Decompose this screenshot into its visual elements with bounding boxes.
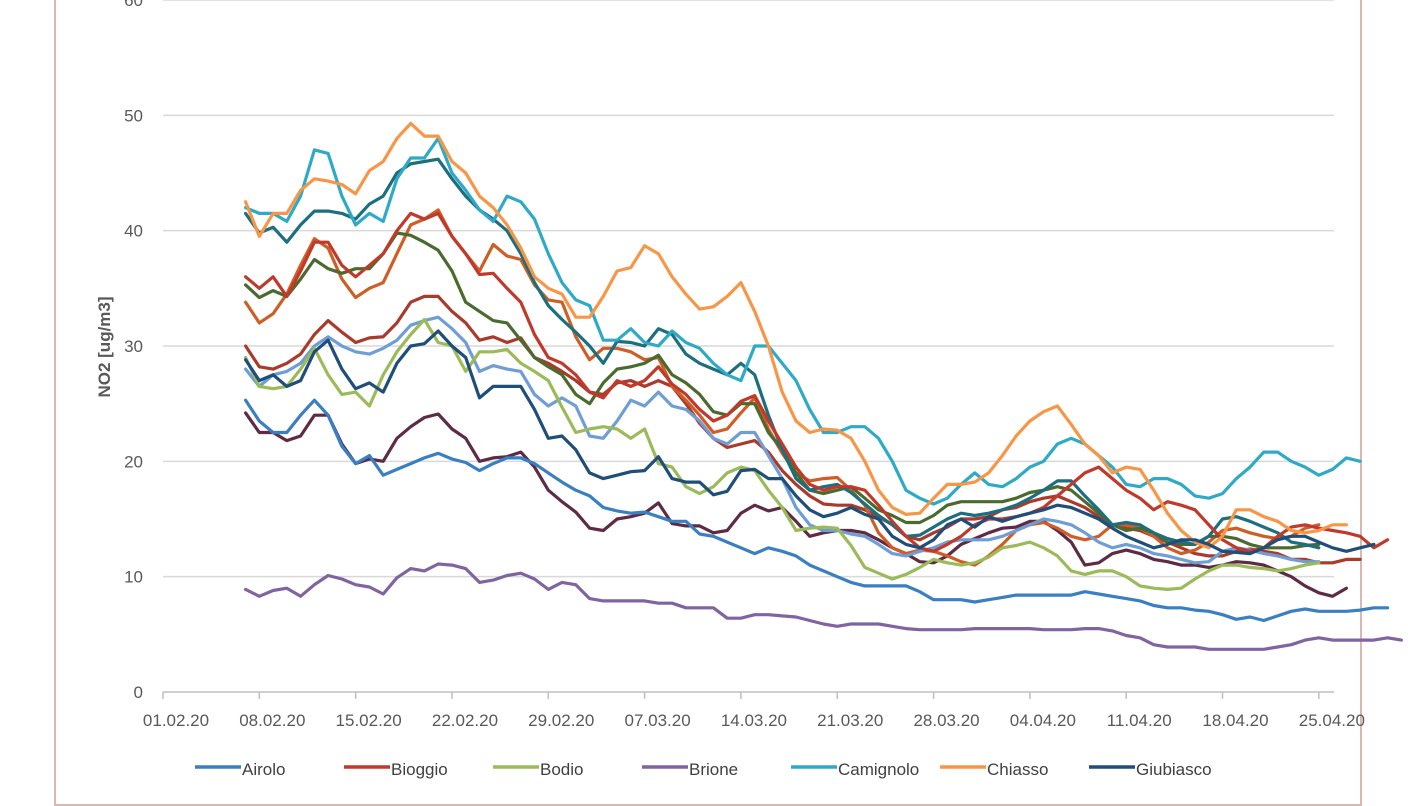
x-tick-label: 15.02.20 — [336, 711, 402, 730]
y-tick-label: 60 — [124, 0, 143, 10]
x-tick-label: 01.02.20 — [143, 711, 209, 730]
x-tick-label: 28.03.20 — [913, 711, 979, 730]
y-tick-labels: 0 10 20 30 40 50 60 — [124, 0, 143, 702]
series-line-unlabelled-12 — [244, 315, 1321, 565]
series-line-camignolo — [244, 136, 1362, 506]
series-line-airolo — [244, 398, 1390, 623]
series-line-unlabelled-8 — [244, 294, 1362, 565]
series-line-giubiasco — [244, 329, 1376, 556]
y-tick-label: 40 — [124, 222, 143, 241]
legend-label: Chiasso — [987, 760, 1048, 779]
series-line-unlabelled-7 — [244, 411, 1349, 598]
x-tick-label: 22.02.20 — [432, 711, 498, 730]
x-tick-label: 18.04.20 — [1202, 711, 1268, 730]
legend: Airolo Bioggio Bodio Brione Camignolo Chiasso… — [195, 760, 1212, 779]
legend-label: Bioggio — [391, 760, 448, 779]
series-line-bioggio — [244, 211, 1390, 553]
series-line-bodio — [244, 317, 1321, 592]
legend-label: Airolo — [242, 760, 285, 779]
x-tick-label: 21.03.20 — [817, 711, 883, 730]
legend-label: Giubiasco — [1136, 760, 1212, 779]
y-tick-label: 10 — [124, 568, 143, 587]
y-tick-label: 20 — [124, 452, 143, 471]
x-tick-label: 08.02.20 — [239, 711, 305, 730]
x-axis: 01.02.20 08.02.20 15.02.20 22.02.20 29.02.20… — [143, 691, 1365, 730]
x-tick-label: 25.04.20 — [1299, 711, 1365, 730]
x-tick-label: 14.03.20 — [721, 711, 787, 730]
legend-label: Bodio — [540, 760, 583, 779]
legend-label: Camignolo — [838, 760, 919, 779]
legend-label: Brione — [689, 760, 738, 779]
y-axis-label: NO2 [ug/m3] — [95, 296, 114, 397]
series-line-chiasso — [244, 121, 1349, 550]
y-tick-label: 0 — [134, 683, 143, 702]
x-tick-label: 07.03.20 — [625, 711, 691, 730]
series-line-brione — [244, 562, 1404, 651]
x-tick-label: 11.04.20 — [1107, 711, 1172, 730]
x-tick-label: 04.04.20 — [1010, 711, 1076, 730]
series-line-unlabelled-11 — [244, 157, 1321, 550]
x-tick-label: 29.02.20 — [528, 711, 594, 730]
y-tick-label: 30 — [124, 337, 143, 356]
gridlines — [163, 0, 1334, 578]
series-lines — [244, 121, 1404, 651]
y-tick-label: 50 — [124, 106, 143, 125]
